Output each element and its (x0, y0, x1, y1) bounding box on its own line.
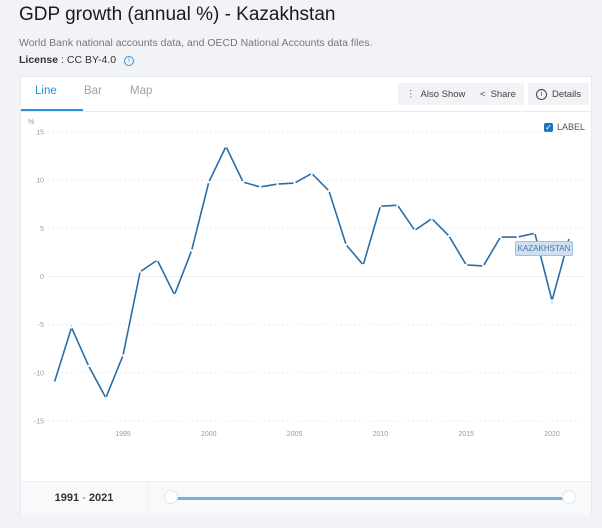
license: License : CC BY-4.0 i (19, 54, 135, 66)
license-label: License (19, 54, 59, 66)
label-toggle[interactable]: ✓ LABEL (544, 122, 585, 132)
active-tab-indicator (21, 109, 83, 111)
checkbox-checked-icon[interactable]: ✓ (544, 122, 553, 132)
range-bar: 1991 - 2021 (21, 481, 591, 515)
tab-map[interactable]: Map (130, 85, 153, 97)
tab-bar: Line Bar Map ⋮ Also Show < Share i Details (21, 77, 591, 112)
tab-line[interactable]: Line (35, 85, 57, 97)
range-end-handle[interactable] (562, 490, 576, 504)
series-label-kazakhstan: KAZAKHSTAN (515, 241, 573, 256)
also-show-label: Also Show (420, 88, 466, 100)
share-button[interactable]: < Share (472, 83, 524, 105)
range-start-handle[interactable] (164, 490, 178, 504)
license-value: : CC BY-4.0 (61, 54, 117, 66)
range-label: 1991 - 2021 (21, 482, 148, 515)
details-label: Details (552, 88, 582, 100)
page-title: GDP growth (annual %) - Kazakhstan (19, 4, 336, 25)
source-note: World Bank national accounts data, and O… (19, 37, 373, 49)
tab-bar-chart[interactable]: Bar (84, 85, 102, 97)
also-show-button[interactable]: ⋮ Also Show (398, 83, 474, 105)
range-separator: - (82, 492, 86, 504)
label-toggle-text: LABEL (557, 122, 586, 132)
range-end: 2021 (88, 492, 114, 504)
share-label: Share (490, 88, 516, 100)
range-start: 1991 (54, 492, 80, 504)
details-button[interactable]: i Details (528, 83, 590, 105)
chart-card: Line Bar Map ⋮ Also Show < Share i Details … (20, 76, 592, 515)
info-circle-icon: i (536, 88, 547, 100)
share-icon: < (480, 88, 486, 100)
more-vertical-icon: ⋮ (406, 88, 416, 100)
info-icon[interactable]: i (124, 56, 135, 66)
range-slider-track[interactable] (173, 497, 569, 500)
